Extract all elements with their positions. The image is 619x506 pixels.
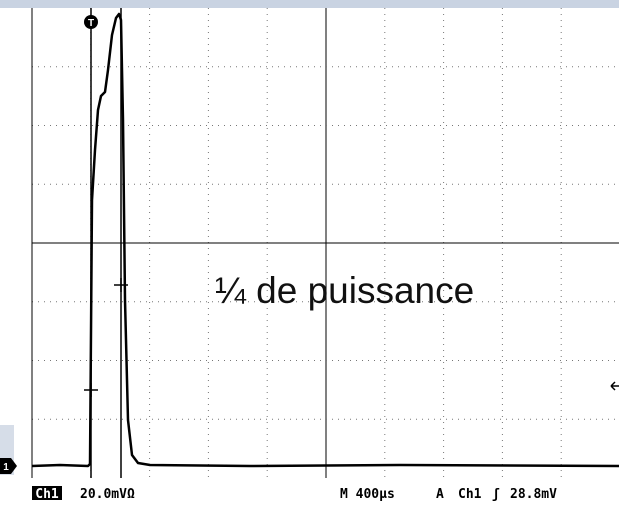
graticule — [32, 8, 619, 478]
status-timebase: M 400µs — [340, 487, 395, 502]
status-trigger-mode: A — [436, 487, 444, 502]
trigger-marker-label: T — [88, 18, 94, 29]
left-margin — [0, 8, 32, 478]
status-scale: 20.0mVΩ — [80, 487, 135, 502]
channel-marker-label: 1 — [3, 462, 9, 473]
annotation: ¼ de puissance — [215, 270, 474, 311]
status-trigger-slope: ʃ — [492, 487, 500, 502]
level-marker — [611, 382, 619, 390]
status-channel: Ch1 — [35, 487, 59, 502]
top-frame — [0, 0, 619, 8]
status-trigger-source: Ch1 — [458, 487, 482, 502]
oscilloscope-screen: T 1 ¼ de puissance Ch1 20.0mVΩ M 400µs A… — [0, 0, 619, 506]
status-trigger-level: 28.8mV — [510, 487, 557, 502]
